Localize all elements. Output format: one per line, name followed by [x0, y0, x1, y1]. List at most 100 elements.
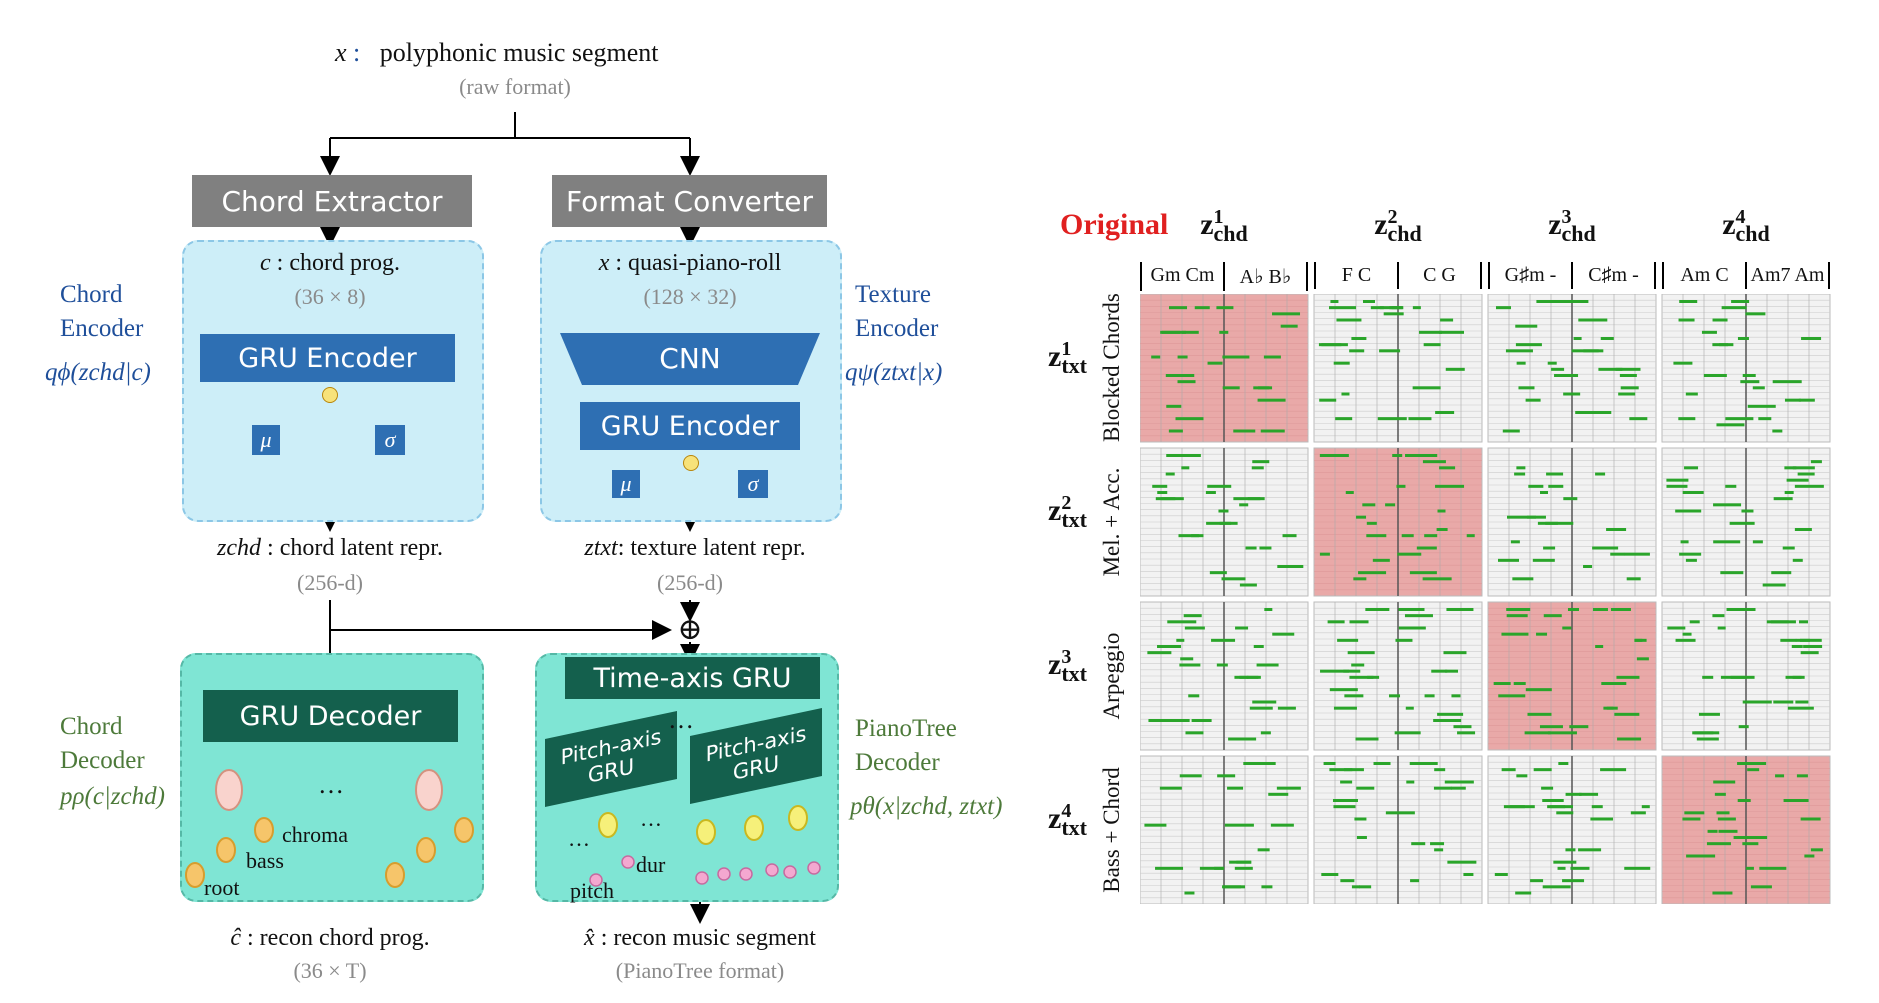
column-head-sup: 1 [1213, 206, 1224, 228]
row-head-z-txt-1: z1txt [1048, 338, 1087, 379]
dur-label: dur [636, 852, 666, 877]
z-txt-dims: (256-d) [657, 570, 723, 595]
cell-r2-c3 [1487, 447, 1657, 597]
chroma-label: chroma [282, 822, 348, 847]
row-head-z-txt-2: z2txt [1048, 492, 1087, 533]
bass-label: bass [246, 848, 284, 873]
cnn-label: CNN [659, 342, 721, 375]
cell-r1-c2 [1313, 294, 1483, 443]
chord-label: G♯m - [1488, 262, 1571, 289]
row-label-4: Bass + Chord [1099, 767, 1124, 893]
row-head-sub: txt [1061, 507, 1087, 532]
input-segment-title: x : polyphonic music segment [335, 38, 659, 68]
chord-decoder-label-1: Chord [60, 713, 123, 740]
row-head-z-txt-3: z3txt [1048, 646, 1087, 687]
z-txt-text: : texture latent repr. [617, 535, 806, 561]
cell-r3-c4 [1661, 601, 1831, 751]
column-head-z-chd-4: z4chd [1662, 206, 1830, 247]
column-head-z: z [1548, 208, 1562, 241]
piano-roll-grid [1140, 294, 1831, 904]
z-chd-text: : chord latent repr. [261, 535, 443, 561]
root-label: root [204, 875, 240, 900]
column-head-z: z [1374, 208, 1388, 241]
chord-row-1: Gm Cm A♭ B♭ [1140, 262, 1308, 291]
chord-input-dims: (36 × 8) [294, 284, 366, 309]
cell-r2-c4 [1661, 447, 1831, 597]
z-txt-symbol: ztxt [584, 535, 618, 561]
gru-encoder-left: GRU Encoder [200, 334, 455, 382]
column-head-z: z [1722, 208, 1736, 241]
time-axis-gru-box: Time-axis GRU [565, 657, 820, 699]
cell-r1-c3 [1487, 294, 1657, 443]
recon-music-dims: (PianoTree format) [615, 958, 785, 983]
cell-r3-c2 [1313, 601, 1483, 751]
chord-decoder-ellipsis: … [318, 770, 344, 799]
recon-chord-label: ĉ : recon chord prog. [180, 925, 480, 952]
pitch-label: pitch [570, 878, 614, 903]
raw-format-subtitle: (raw format) [459, 74, 571, 99]
chord-label: A♭ B♭ [1223, 262, 1308, 291]
z-chd-label: zchd : chord latent repr. [180, 535, 480, 562]
mu-box-left: μ [252, 425, 280, 455]
row-label-3: Arpeggio [1099, 632, 1124, 720]
row-head-z: z [1048, 340, 1062, 373]
chord-decoder-label: Chord Decoder [60, 710, 145, 778]
column-head-sub: chd [1387, 221, 1422, 246]
recon-chord-symbol: ĉ [230, 925, 242, 951]
column-head-z-chd-2: z2chd [1314, 206, 1482, 247]
row-head-sup: 1 [1061, 338, 1072, 360]
chord-input-label: c : chord prog. [190, 250, 470, 277]
format-converter-box: Format Converter [552, 175, 827, 227]
pianotree-decoder-label-1: PianoTree [855, 715, 957, 742]
pianotree-decoder-formula: pθ(x|zchd, ztxt) [850, 793, 1003, 820]
chord-encoder-formula: qϕ(zchd|c) [45, 359, 151, 386]
gru-encoder-right: GRU Encoder [580, 402, 800, 450]
cell-r4-c1 [1140, 755, 1309, 904]
column-head-z: z [1200, 208, 1214, 241]
z-txt-label: ztxt: texture latent repr. [545, 535, 845, 562]
column-head-sub: chd [1735, 221, 1770, 246]
chord-symbol: c [260, 250, 271, 276]
row-head-sub: txt [1061, 815, 1087, 840]
z-chd-symbol: zchd [217, 535, 262, 561]
x-symbol: x [335, 38, 347, 67]
texture-encoder-label-1: Texture [855, 281, 931, 308]
chord-extractor-box: Chord Extractor [192, 175, 472, 227]
column-head-sup: 3 [1561, 206, 1572, 228]
chord-label: C♯m - [1571, 262, 1656, 289]
row-head-sup: 2 [1061, 492, 1072, 514]
mu-box-right: μ [612, 470, 640, 498]
row-head-sup: 4 [1061, 800, 1072, 822]
chord-label: Gm Cm [1140, 262, 1223, 291]
column-head-sup: 4 [1735, 206, 1746, 228]
concat-oplus-icon: ⊕ [677, 613, 703, 646]
chord-label: C G [1397, 262, 1482, 289]
recon-music-symbol: x̂ [584, 925, 595, 951]
row-label-2: Mel. + Acc. [1099, 467, 1124, 577]
pianotree-ellipsis-2: … [640, 806, 662, 831]
texture-input-text: : quasi-piano-roll [609, 250, 782, 276]
original-label: Original [1060, 208, 1169, 241]
recon-music-label: x̂ : recon music segment [530, 925, 870, 952]
cell-r3-c1 [1140, 601, 1309, 751]
chord-label: F C [1314, 262, 1397, 289]
row-head-sup: 3 [1061, 646, 1072, 668]
cell-r4-c3 [1487, 755, 1657, 904]
merge-dot-right [683, 455, 699, 471]
cell-r2-c2 [1313, 447, 1483, 597]
recon-music-text: : recon music segment [594, 925, 816, 951]
pianotree-decoder-label-2: Decoder [855, 749, 940, 776]
column-head-z-chd-1: z1chd [1140, 206, 1308, 247]
row-head-z: z [1048, 494, 1062, 527]
column-head-z-chd-3: z3chd [1488, 206, 1656, 247]
chord-row-3: G♯m - C♯m - [1488, 262, 1656, 289]
recon-chord-text: : recon chord prog. [241, 925, 430, 951]
pianotree-decoder-label: PianoTree Decoder [855, 712, 957, 780]
cell-r2-c1 [1140, 447, 1309, 597]
cell-r1-c1 [1140, 294, 1309, 443]
chord-row-4: Am C Am7 Am [1662, 262, 1830, 289]
recon-chord-dims: (36 × T) [293, 958, 367, 983]
cnn-trapezoid [560, 333, 820, 385]
column-head-sup: 2 [1387, 206, 1398, 228]
